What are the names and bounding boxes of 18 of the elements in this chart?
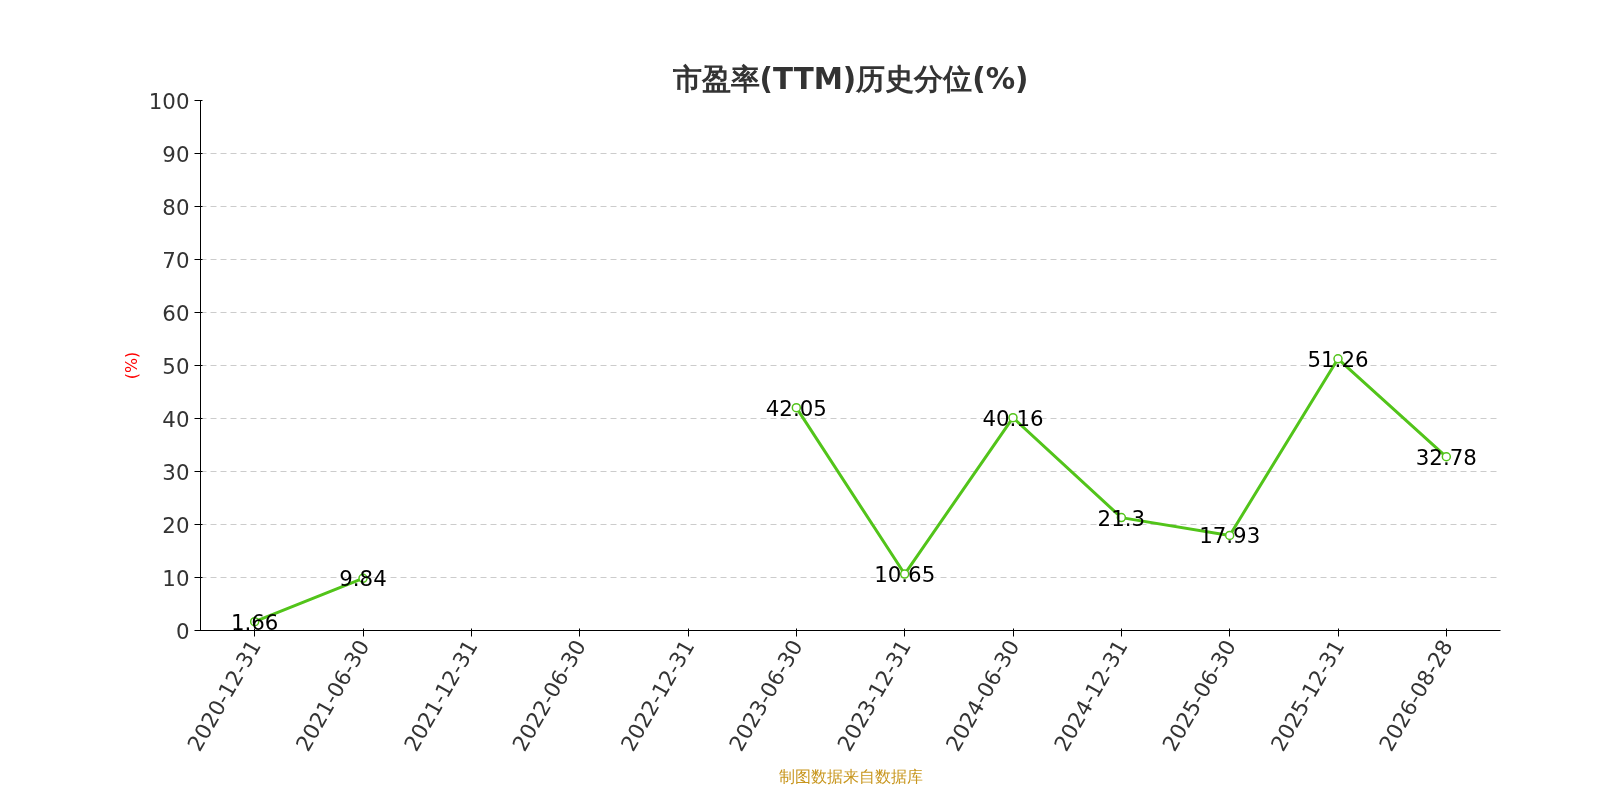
y-tick-label: 30 — [162, 459, 190, 485]
data-label: 32.78 — [1415, 444, 1477, 470]
y-tick-label: 20 — [162, 512, 190, 538]
data-label: 17.93 — [1199, 523, 1261, 549]
y-tick-label: 70 — [162, 247, 190, 273]
data-label: 1.66 — [230, 609, 279, 635]
y-axis-title: (%) — [121, 351, 141, 380]
y-tick-label: 40 — [162, 406, 190, 432]
y-tick-label: 50 — [162, 353, 190, 379]
y-tick-label: 100 — [148, 88, 190, 114]
text: 制图数据来自数据库 — [778, 766, 923, 786]
data-label: 10.65 — [874, 562, 936, 588]
y-tick-label: 90 — [162, 141, 190, 167]
y-tick-label: 0 — [175, 618, 190, 644]
y-tick-label: 60 — [162, 300, 190, 326]
y-tick-label: 10 — [162, 565, 190, 591]
y-tick-label: 80 — [162, 194, 190, 220]
chart-title: 市盈率(TTM)历史分位(%) — [671, 61, 1029, 96]
